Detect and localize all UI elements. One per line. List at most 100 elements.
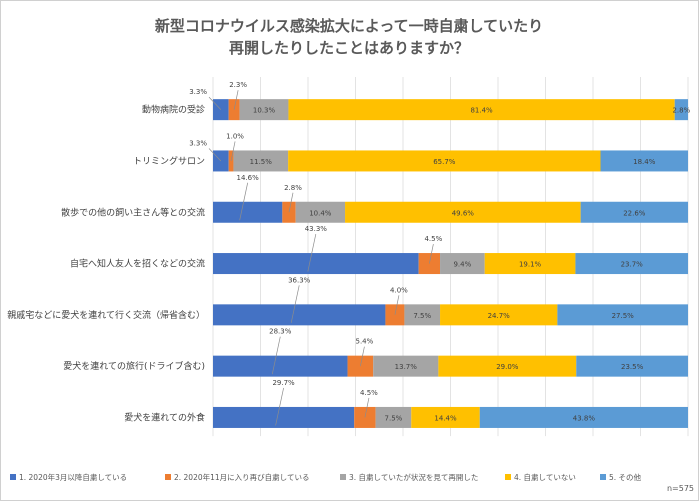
data-label: 36.3%: [288, 276, 311, 284]
legend-label: 4. 自粛していない: [514, 472, 576, 482]
bar-segment: [213, 201, 283, 223]
data-label: 11.5%: [250, 158, 273, 166]
bar-segment: [479, 406, 688, 428]
bar-segment: [373, 355, 439, 377]
bar-segment: [295, 201, 346, 223]
data-label: 4.5%: [360, 389, 378, 397]
legend-label: 5. その他: [609, 472, 642, 482]
leader-line: [275, 387, 284, 426]
data-label: 43.8%: [573, 414, 596, 422]
data-label: 4.5%: [424, 235, 442, 243]
data-label: 4.0%: [390, 286, 408, 294]
data-label: 24.7%: [488, 312, 511, 320]
bar-segment: [438, 355, 577, 377]
bar-segment: [576, 355, 688, 377]
leader-line: [429, 243, 434, 264]
chart-title-line-2: 再開したりしたことはありますか？: [229, 39, 469, 57]
leader-line: [288, 192, 294, 213]
data-label: 27.5%: [612, 312, 635, 320]
bar-segment: [288, 150, 601, 172]
bar-segment: [411, 406, 480, 428]
data-label: 29.0%: [496, 363, 519, 371]
leader-line: [290, 285, 300, 323]
data-label: 18.4%: [633, 158, 656, 166]
legend-swatch: [600, 474, 606, 480]
data-label: 29.7%: [272, 379, 295, 387]
sample-size-note: n=575: [667, 484, 694, 493]
leader-line: [239, 182, 249, 221]
bar-segment: [484, 253, 576, 275]
bar-segment: [239, 99, 289, 121]
chart-title-line-1: 新型コロナウイルス感染拡大によって一時自粛していたり: [155, 17, 543, 35]
leader-line: [230, 141, 236, 162]
leader-line: [233, 90, 239, 110]
data-label: 10.3%: [253, 107, 276, 115]
leader-line: [271, 336, 281, 375]
bar-segment: [288, 99, 675, 121]
data-label: 28.3%: [269, 328, 292, 336]
data-label: 5.4%: [355, 338, 373, 346]
data-label: 23.5%: [621, 363, 644, 371]
legend-swatch: [340, 474, 346, 480]
data-label: 19.1%: [519, 261, 542, 269]
legend-swatch: [165, 474, 171, 480]
data-label: 13.7%: [395, 363, 418, 371]
category-label: 散歩での他の飼い主さん等との交流: [61, 206, 205, 218]
category-label: 自宅へ知人友人を招くなどの交流: [70, 258, 205, 270]
bar-segment: [213, 406, 355, 428]
data-label: 7.5%: [385, 414, 403, 422]
category-label: 親戚宅などに愛犬を連れて行く交流（帰省含む）: [7, 309, 205, 321]
data-label: 14.4%: [434, 414, 457, 422]
bars: [213, 99, 688, 428]
data-label: 1.0%: [226, 132, 244, 140]
data-label: 2.3%: [229, 81, 247, 89]
data-label: 2.8%: [672, 107, 690, 115]
legend-label: 2. 2020年11月に入り再び自粛している: [174, 472, 309, 482]
legend-swatch: [10, 474, 16, 480]
category-label: 動物病院の受診: [142, 104, 205, 116]
data-label: 43.3%: [305, 225, 328, 233]
bar-segment: [580, 201, 688, 223]
data-labels: 3.3% 2.3% 10.3% 81.4% 2.8% 3.3% 1.0% 11.5% 65.7%…: [189, 81, 690, 422]
leader-line: [394, 295, 400, 315]
leader-line: [364, 397, 370, 418]
data-label: 7.5%: [413, 312, 431, 320]
leader-line: [208, 96, 222, 110]
bar-segment: [440, 253, 485, 275]
leader-line: [360, 346, 365, 367]
data-label: 65.7%: [433, 158, 456, 166]
legend: 1. 2020年3月以降自粛している 2. 2020年11月に入り再び自粛している…: [10, 472, 642, 482]
bar-segment: [213, 304, 386, 326]
category-label: 愛犬を連れての旅行(ドライブ含む): [63, 360, 205, 372]
category-labels: 動物病院の受診トリミングサロン散歩での他の飼い主さん等との交流自宅へ知人友人を招…: [7, 104, 205, 424]
bar-segment: [440, 304, 558, 326]
bar-segment: [375, 406, 412, 428]
data-label: 2.8%: [284, 184, 302, 192]
legend-label: 1. 2020年3月以降自粛している: [19, 472, 127, 482]
data-label: 3.3%: [189, 139, 207, 147]
category-label: 愛犬を連れての外食: [124, 411, 205, 423]
legend-label: 3. 自粛していたが状況を見て再開した: [349, 472, 478, 482]
leader-line: [307, 233, 317, 272]
leader-lines: [208, 90, 434, 426]
bar-segment: [213, 99, 229, 121]
bar-segment: [600, 150, 688, 172]
category-label: トリミングサロン: [133, 155, 205, 167]
bar-segment: [345, 201, 581, 223]
data-label: 49.6%: [452, 209, 475, 217]
bar-segment: [557, 304, 688, 326]
data-label: 22.6%: [623, 209, 646, 217]
data-label: 3.3%: [189, 88, 207, 96]
bar-segment: [674, 99, 688, 121]
legend-swatch: [505, 474, 511, 480]
bar-segment: [213, 355, 348, 377]
data-label: 14.6%: [237, 174, 260, 182]
data-label: 23.7%: [621, 261, 644, 269]
data-label: 9.4%: [453, 261, 471, 269]
bar-segment: [233, 150, 289, 172]
leader-line: [208, 148, 222, 162]
data-label: 10.4%: [309, 209, 332, 217]
bar-segment: [575, 253, 688, 275]
data-label: 81.4%: [470, 107, 493, 115]
